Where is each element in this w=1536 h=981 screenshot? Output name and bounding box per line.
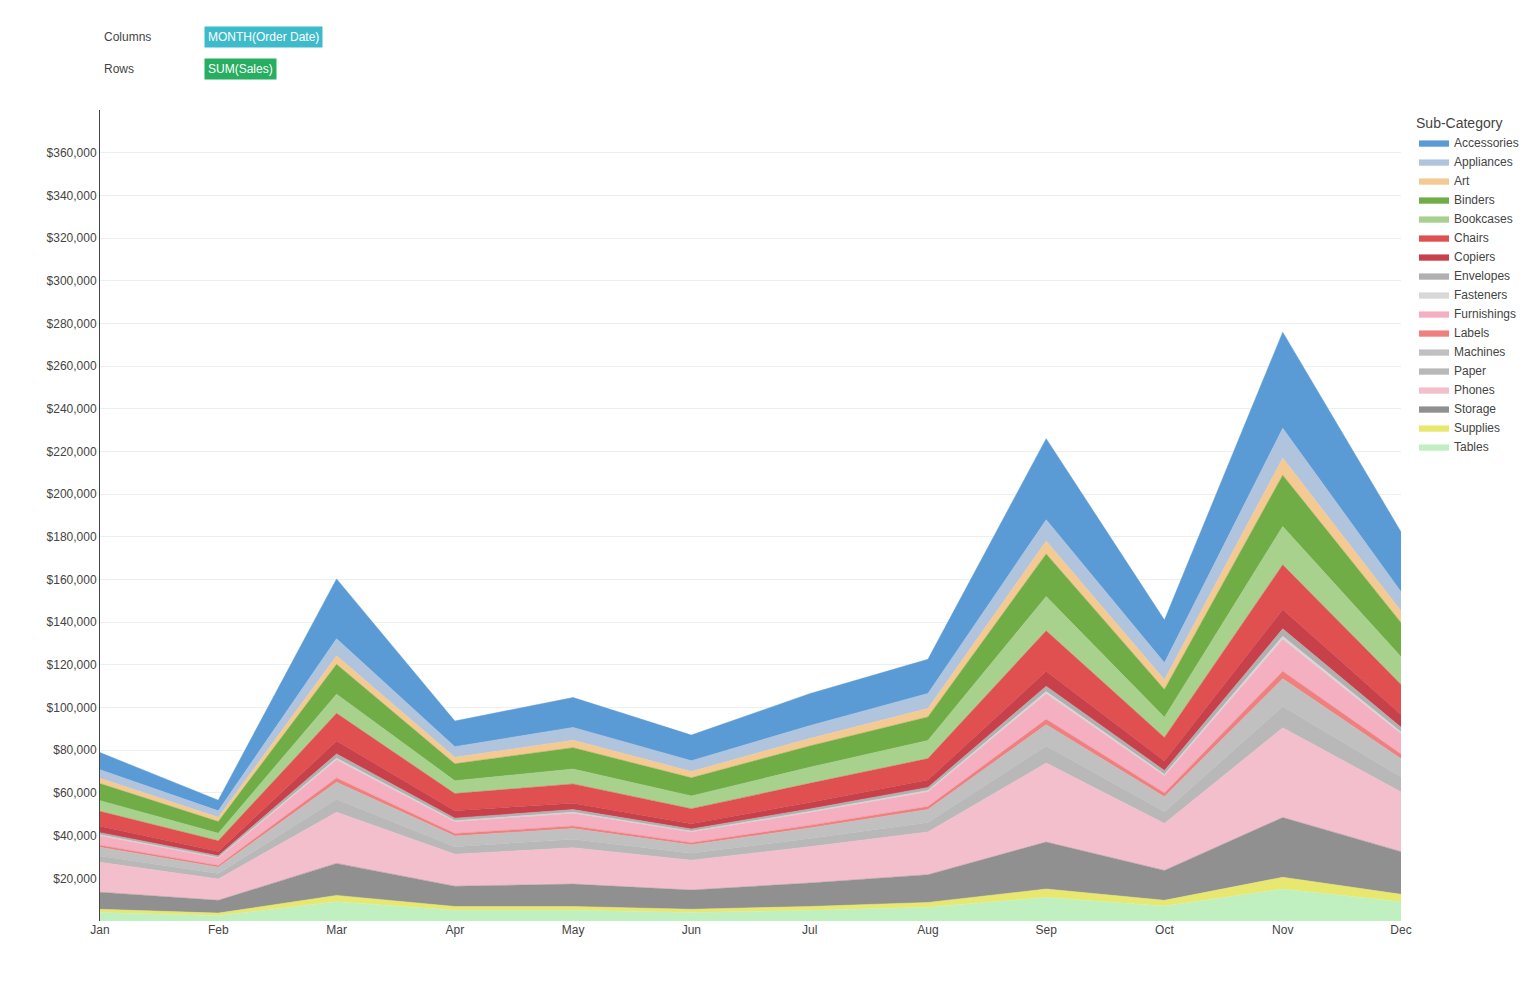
- svg-text:$140,000: $140,000: [47, 615, 97, 629]
- svg-text:Supplies: Supplies: [1454, 421, 1500, 435]
- svg-text:Oct: Oct: [1155, 923, 1174, 937]
- svg-text:Dec: Dec: [1390, 923, 1411, 937]
- svg-text:Art: Art: [1454, 174, 1470, 188]
- svg-text:$120,000: $120,000: [47, 658, 97, 672]
- svg-text:$320,000: $320,000: [47, 231, 97, 245]
- svg-text:Nov: Nov: [1272, 923, 1293, 937]
- svg-text:Machines: Machines: [1454, 345, 1505, 359]
- svg-text:Bookcases: Bookcases: [1454, 212, 1513, 226]
- svg-text:$160,000: $160,000: [47, 573, 97, 587]
- svg-text:Envelopes: Envelopes: [1454, 269, 1510, 283]
- svg-text:Columns: Columns: [104, 30, 151, 44]
- svg-text:$200,000: $200,000: [47, 487, 97, 501]
- svg-text:Rows: Rows: [104, 62, 134, 76]
- svg-text:$20,000: $20,000: [53, 872, 97, 886]
- svg-text:May: May: [562, 923, 585, 937]
- svg-text:Storage: Storage: [1454, 402, 1496, 416]
- svg-text:MONTH(Order Date): MONTH(Order Date): [208, 30, 319, 44]
- svg-text:Paper: Paper: [1454, 364, 1486, 378]
- svg-text:Labels: Labels: [1454, 326, 1489, 340]
- svg-text:$240,000: $240,000: [47, 402, 97, 416]
- svg-text:Aug: Aug: [917, 923, 938, 937]
- svg-text:Jan: Jan: [90, 923, 109, 937]
- svg-text:Binders: Binders: [1454, 193, 1495, 207]
- svg-text:Copiers: Copiers: [1454, 250, 1495, 264]
- svg-text:Feb: Feb: [208, 923, 229, 937]
- svg-text:$300,000: $300,000: [47, 274, 97, 288]
- svg-text:Furnishings: Furnishings: [1454, 307, 1516, 321]
- svg-text:Sub-Category: Sub-Category: [1416, 115, 1502, 131]
- svg-text:Tables: Tables: [1454, 440, 1489, 454]
- svg-text:$220,000: $220,000: [47, 445, 97, 459]
- svg-text:$180,000: $180,000: [47, 530, 97, 544]
- svg-text:Accessories: Accessories: [1454, 136, 1519, 150]
- svg-text:Jun: Jun: [682, 923, 701, 937]
- svg-text:$260,000: $260,000: [47, 359, 97, 373]
- svg-text:Phones: Phones: [1454, 383, 1495, 397]
- svg-text:$100,000: $100,000: [47, 701, 97, 715]
- svg-text:Appliances: Appliances: [1454, 155, 1513, 169]
- svg-text:$80,000: $80,000: [53, 743, 97, 757]
- svg-text:Sep: Sep: [1036, 923, 1058, 937]
- svg-text:SUM(Sales): SUM(Sales): [208, 62, 273, 76]
- svg-text:Fasteners: Fasteners: [1454, 288, 1507, 302]
- svg-text:Mar: Mar: [326, 923, 347, 937]
- svg-text:$40,000: $40,000: [53, 829, 97, 843]
- svg-text:Apr: Apr: [445, 923, 464, 937]
- svg-text:$360,000: $360,000: [47, 146, 97, 160]
- svg-text:$60,000: $60,000: [53, 786, 97, 800]
- svg-text:Chairs: Chairs: [1454, 231, 1489, 245]
- svg-text:$340,000: $340,000: [47, 189, 97, 203]
- svg-text:Jul: Jul: [802, 923, 817, 937]
- svg-text:$280,000: $280,000: [47, 317, 97, 331]
